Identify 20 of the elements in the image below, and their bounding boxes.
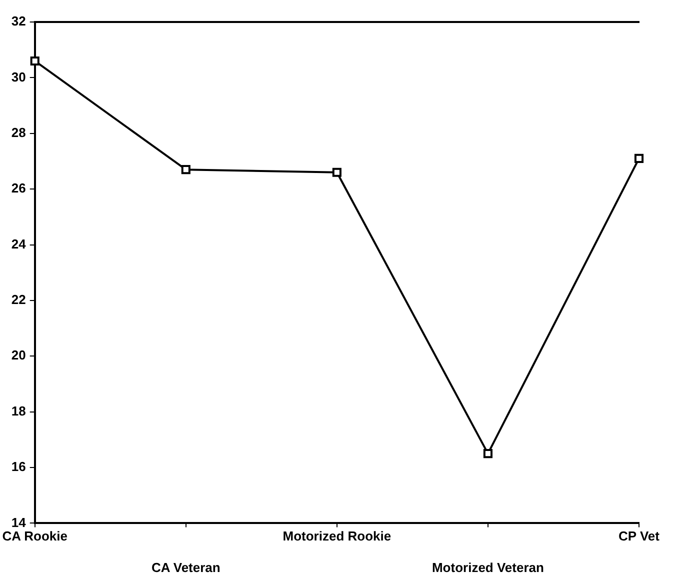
point	[332, 168, 342, 177]
y-tick-label: 24	[11, 236, 27, 252]
x-tick-label: CA Rookie	[2, 528, 68, 544]
y-tick-label: 28	[11, 124, 26, 140]
y-tick-label: 18	[11, 403, 26, 418]
x-tick-label: Motorized Veteran	[432, 560, 544, 575]
y-tick-label: 20	[11, 348, 26, 363]
point	[30, 56, 40, 66]
y-tick-label: 14	[11, 514, 27, 530]
point	[483, 449, 492, 458]
y-tick-label: 16	[11, 459, 26, 474]
point	[634, 154, 644, 163]
y-tick-label: 32	[11, 14, 26, 29]
y-tick-label: 22	[11, 292, 26, 308]
y-tick-label: 26	[11, 180, 26, 196]
x-tick-label: CP Vet	[618, 528, 660, 544]
point	[181, 165, 190, 174]
x-tick-label: Motorized Rookie	[282, 528, 392, 544]
x-tick-label: CA Veteran	[151, 560, 220, 575]
y-tick-label: 30	[11, 69, 26, 84]
